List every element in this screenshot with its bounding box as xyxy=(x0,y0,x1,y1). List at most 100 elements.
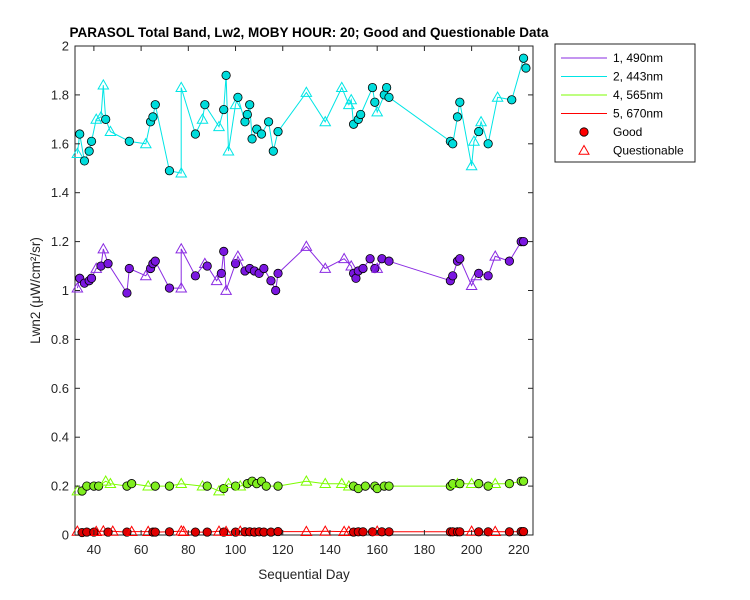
questionable-point xyxy=(175,166,188,178)
good-point xyxy=(84,146,94,156)
questionable-point xyxy=(465,159,478,171)
questionable-point xyxy=(300,240,313,251)
legend-item[interactable]: 1, 490nm xyxy=(561,51,663,65)
questionable-point xyxy=(125,525,138,536)
x-tick-label: 80 xyxy=(181,542,195,557)
good-point xyxy=(200,100,210,110)
good-point xyxy=(190,129,201,139)
good-point xyxy=(164,481,175,491)
legend-label: 2, 443nm xyxy=(613,70,663,84)
questionable-point xyxy=(139,269,152,281)
legend-items: 1, 490nm 2, 443nm 4, 565nm 5, 670nm Good Ques… xyxy=(561,51,684,158)
legend-item[interactable]: Good xyxy=(579,125,643,139)
questionable-point xyxy=(319,525,332,536)
good-point xyxy=(216,268,226,278)
questionable-point xyxy=(335,81,348,92)
good-point xyxy=(150,481,160,491)
series-3 xyxy=(71,475,529,496)
good-point xyxy=(384,256,394,266)
legend-box xyxy=(554,43,696,163)
y-tick-label: 1.6 xyxy=(51,136,69,151)
questionable-point xyxy=(345,93,358,105)
axis-ticks: 40 60 80 100 120 140 160 180 200 220 0 0.2 0.4 0.6 0.8… xyxy=(51,39,533,557)
good-point xyxy=(504,479,514,489)
good-point xyxy=(474,126,484,137)
questionable-point xyxy=(220,284,233,295)
questionable-point xyxy=(175,81,188,92)
series-2 xyxy=(71,53,531,178)
legend-item[interactable]: 5, 670nm xyxy=(561,107,663,121)
x-tick-label: 140 xyxy=(319,542,341,557)
legend-item[interactable]: 2, 443nm xyxy=(561,70,663,84)
legend-marker-good xyxy=(579,127,589,137)
good-point xyxy=(507,95,517,105)
questionable-point xyxy=(212,120,226,132)
questionable-point xyxy=(220,525,233,536)
good-point xyxy=(202,527,212,537)
good-point xyxy=(219,483,229,494)
good-point xyxy=(504,256,514,266)
questionable-point xyxy=(106,525,119,536)
legend-marker-questionable xyxy=(578,144,590,155)
good-point xyxy=(122,288,132,298)
good-point xyxy=(164,166,175,176)
x-tick-label: 120 xyxy=(272,542,294,557)
questionable-point xyxy=(99,475,112,486)
questionable-point xyxy=(371,262,384,273)
questionable-point xyxy=(139,137,152,149)
good-point xyxy=(127,479,137,489)
questionable-point xyxy=(90,113,103,124)
good-point xyxy=(384,527,394,537)
good-point xyxy=(261,481,271,491)
plot-area xyxy=(74,45,534,536)
good-point xyxy=(242,109,252,120)
good-point xyxy=(448,139,458,149)
good-point xyxy=(219,104,229,115)
good-point xyxy=(150,256,160,266)
legend-label: 4, 565nm xyxy=(613,88,663,102)
questionable-point xyxy=(491,91,504,102)
good-point xyxy=(190,527,201,537)
good-point xyxy=(356,109,366,120)
x-tick-label: 200 xyxy=(461,542,483,557)
legend-label: 1, 490nm xyxy=(613,51,663,65)
x-tick-label: 160 xyxy=(366,542,388,557)
legend[interactable]: 1, 490nm 2, 443nm 4, 565nm 5, 670nm Good Ques… xyxy=(554,43,696,163)
y-tick-label: 0.4 xyxy=(51,430,69,445)
good-point xyxy=(455,527,465,537)
good-point xyxy=(521,63,531,73)
y-tick-label: 0.8 xyxy=(51,332,69,347)
good-point xyxy=(221,70,231,80)
good-point xyxy=(150,100,160,110)
questionable-point xyxy=(489,250,502,261)
y-tick-label: 1.4 xyxy=(51,185,69,200)
legend-item[interactable]: Questionable xyxy=(578,144,684,158)
good-point xyxy=(86,273,97,283)
good-point xyxy=(219,246,229,256)
questionable-point xyxy=(489,525,502,536)
questionable-point xyxy=(177,525,190,536)
questionable-point xyxy=(234,479,247,491)
good-point xyxy=(190,271,201,281)
good-point xyxy=(273,126,283,137)
y-tick-label: 2 xyxy=(62,39,69,54)
questionable-point xyxy=(222,144,235,156)
good-point xyxy=(384,481,394,491)
questionable-point xyxy=(104,125,117,136)
legend-label: 5, 670nm xyxy=(613,107,663,121)
good-point xyxy=(268,146,278,156)
good-point xyxy=(259,263,269,274)
questionable-point xyxy=(335,477,348,489)
y-tick-label: 0.6 xyxy=(51,381,69,396)
good-point xyxy=(448,271,458,281)
good-point xyxy=(164,283,175,293)
good-point xyxy=(384,92,394,102)
good-point xyxy=(233,92,243,102)
questionable-point xyxy=(231,250,244,261)
legend-item[interactable]: 4, 565nm xyxy=(561,88,663,102)
questionable-point xyxy=(300,525,313,536)
good-point xyxy=(455,479,465,489)
questionable-point xyxy=(467,135,481,146)
good-point xyxy=(273,268,283,278)
